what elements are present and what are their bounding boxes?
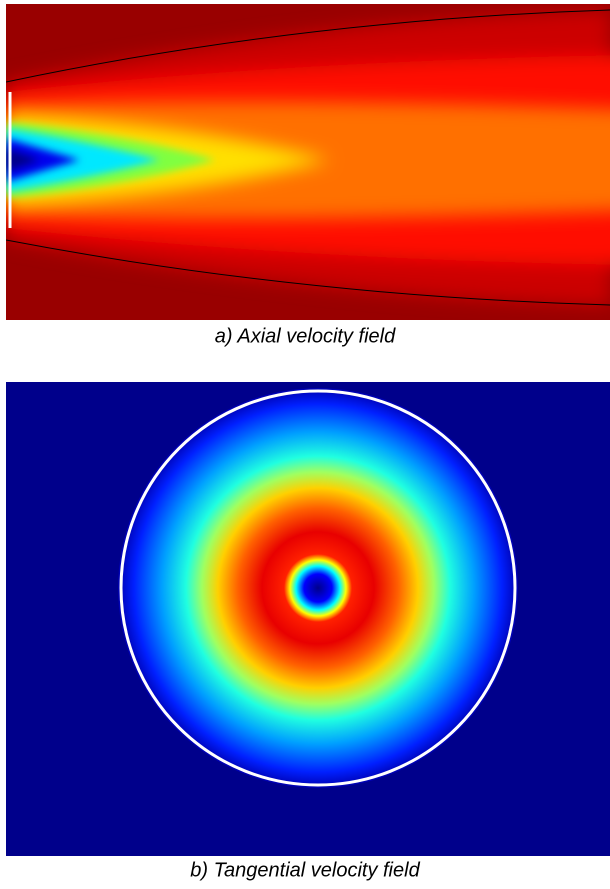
caption: a) Axial velocity field xyxy=(215,325,396,347)
tangential-field xyxy=(6,382,610,856)
caption: b) Tangential velocity field xyxy=(190,859,420,881)
axial-field xyxy=(6,4,610,320)
